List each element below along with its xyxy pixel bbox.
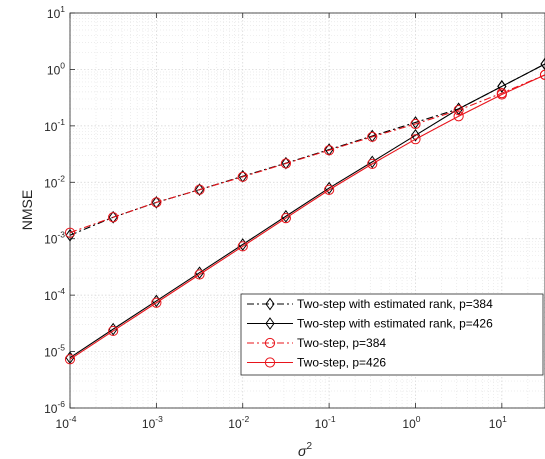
data-point: [324, 145, 335, 156]
data-point: [108, 210, 118, 224]
legend-marker: [264, 357, 276, 368]
data-point: [410, 128, 421, 142]
legend: Two-step with estimated rank, p=384 Two-s…: [240, 293, 544, 376]
data-point: [280, 212, 291, 224]
x-axis-label-base: σ: [298, 443, 307, 459]
y-tick-label: 100: [47, 60, 65, 77]
legend-label: Two-step, p=384: [297, 336, 386, 350]
y-tick-label: 10-4: [44, 286, 65, 303]
data-point: [367, 131, 378, 142]
data-point: [539, 69, 545, 80]
legend-marker: [265, 297, 275, 311]
data-point: [540, 57, 545, 71]
y-tick-label: 10-3: [44, 230, 65, 247]
x-tick-label: 10-1: [315, 414, 336, 431]
data-point: [496, 89, 507, 100]
y-tick-label: 10-1: [44, 117, 65, 134]
data-point: [367, 158, 378, 169]
series-line: [69, 63, 545, 359]
y-axis-label: NMSE: [19, 190, 35, 230]
y-tick-label: 10-2: [44, 173, 65, 190]
data-point: [410, 118, 421, 130]
y-tick-label: 10-5: [44, 343, 65, 360]
axes: [69, 12, 545, 409]
data-point: [453, 105, 464, 116]
legend-marker: [264, 337, 276, 349]
legend-label: Two-step with estimated rank, p=384: [297, 297, 493, 311]
x-tick-label: 100: [402, 414, 420, 431]
y-tick-label: 10-6: [44, 399, 65, 416]
series-line: [69, 74, 545, 360]
data-point: [64, 227, 76, 238]
x-tick-label: 10-3: [142, 414, 163, 431]
data-point: [280, 158, 291, 169]
legend-label: Two-step, p=426: [297, 356, 386, 370]
data-point: [453, 111, 464, 122]
legend-box: [240, 293, 544, 376]
data-point: [194, 183, 205, 197]
data-point: [237, 171, 248, 182]
data-point: [237, 241, 248, 252]
x-axis-label-exponent: 2: [306, 441, 312, 452]
x-tick-label: 101: [489, 414, 507, 431]
data-point: [194, 184, 205, 195]
data-point: [108, 325, 119, 337]
data-point: [65, 228, 75, 242]
data-point: [281, 156, 291, 170]
data-point: [151, 197, 162, 208]
data-point: [194, 269, 205, 280]
data-point: [410, 134, 421, 145]
y-tick-label: 101: [47, 4, 65, 21]
x-tick-label: 10-2: [228, 414, 249, 431]
data-point: [410, 116, 421, 129]
data-point: [324, 184, 335, 195]
plot-frame: [69, 12, 545, 409]
x-tick-label: 10-4: [56, 414, 77, 431]
series-lines: [64, 57, 545, 365]
data-point: [497, 80, 507, 93]
data-point: [151, 196, 161, 209]
data-point: [151, 297, 162, 308]
legend-marker: [265, 317, 275, 330]
tick-labels: 10-4 10-3 10-2 10-1 100 101 10-6 10-5 10-4 10-3 10…: [44, 4, 507, 431]
legend-label: Two-step with estimated rank, p=426: [297, 317, 493, 331]
x-axis-label: σ2: [298, 441, 312, 459]
data-point: [64, 354, 76, 365]
data-point: [108, 212, 119, 223]
series-line: [69, 74, 545, 234]
